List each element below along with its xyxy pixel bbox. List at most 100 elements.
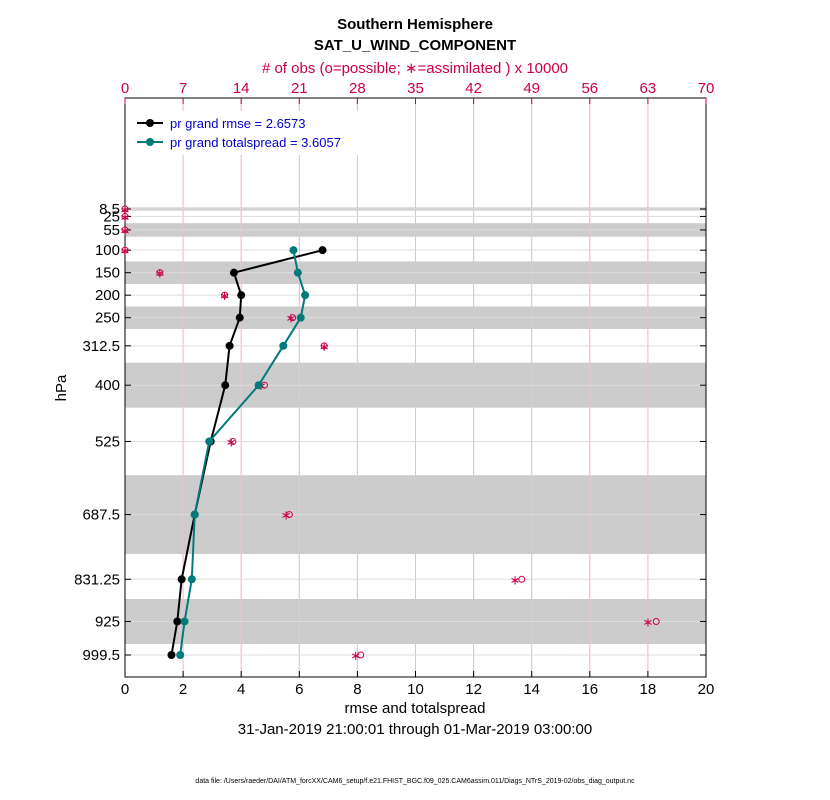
series-0-point-999.5 (167, 651, 176, 659)
series-0-point-150 (229, 268, 238, 277)
top-tick-label-35: 35 (407, 80, 424, 97)
series-1-point-100 (289, 246, 298, 255)
y-tick-label-8.5: 8.5 (99, 201, 120, 218)
top-tick-label-63: 63 (640, 80, 657, 97)
y-tick-label-25: 25 (103, 208, 120, 225)
obs-assimilated-150: ∗ (154, 266, 165, 281)
obs-possible-831.25 (518, 575, 526, 583)
obs-assimilated-8.5: ∗ (120, 202, 131, 217)
y-axis-label: hPa (53, 374, 70, 401)
top-tick-label-0: 0 (121, 80, 129, 97)
bottom-tick-label-0: 0 (121, 681, 129, 698)
y-tick-label-525: 525 (95, 433, 120, 450)
bottom-tick-label-14: 14 (523, 681, 540, 698)
y-tick-label-150: 150 (95, 265, 120, 282)
series-1-point-400 (254, 381, 263, 390)
obs-possible-25 (121, 212, 129, 220)
top-tick-label-42: 42 (465, 80, 482, 97)
series-0-point-100 (318, 246, 327, 255)
obs-assimilated-312.5: ∗ (319, 339, 330, 354)
legend-label-0: pr grand rmse = 2.6573 (170, 116, 306, 131)
bottom-tick-label-4: 4 (237, 681, 245, 698)
series-1-point-250 (296, 313, 305, 322)
top-axis-ticks: 0 7 14 21 28 35 42 49 56 63 70 (121, 80, 715, 104)
series-1-point-925 (180, 617, 189, 626)
series-0-point-925 (173, 617, 182, 626)
legend-marker-1 (146, 138, 154, 146)
obs-possible-925 (652, 617, 660, 625)
obs-assimilated-525: ∗ (226, 434, 237, 449)
bottom-tick-label-10: 10 (407, 681, 424, 698)
obs-assimilated-831.25: ∗ (510, 572, 521, 587)
obs-possible-250 (289, 314, 297, 322)
series-1-point-312.5 (279, 341, 288, 350)
y-tick-label-831.25: 831.25 (74, 571, 120, 588)
y-tick-label-100: 100 (95, 242, 120, 259)
bottom-tick-label-6: 6 (295, 681, 303, 698)
series-0-point-312.5 (225, 341, 234, 350)
series-layer (167, 246, 327, 659)
chart-title: Southern Hemisphere (337, 16, 493, 33)
obs-possible-55 (121, 226, 129, 234)
obs-assimilated-687.5: ∗ (281, 508, 292, 523)
legend: pr grand rmse = 2.6573 pr grand totalspre… (131, 111, 366, 155)
bottom-tick-label-2: 2 (179, 681, 187, 698)
obs-possible-999.5 (357, 651, 365, 659)
series-1-point-831.25 (187, 575, 196, 584)
x-axis-label: rmse and totalspread (345, 700, 486, 717)
top-tick-label-21: 21 (291, 80, 308, 97)
obs-assimilated-925: ∗ (642, 614, 653, 629)
series-0-point-831.25 (177, 575, 186, 584)
obs-assimilated-999.5: ∗ (350, 648, 361, 663)
legend-label-1: pr grand totalspread = 3.6057 (170, 135, 341, 150)
y-tick-label-400: 400 (95, 377, 120, 394)
series-0-point-250 (235, 313, 244, 322)
top-tick-label-70: 70 (698, 80, 715, 97)
top-tick-label-28: 28 (349, 80, 366, 97)
y-tick-label-312.5: 312.5 (82, 338, 120, 355)
obs-assimilated-250: ∗ (286, 311, 297, 326)
obs-possible-687.5 (285, 511, 293, 519)
bottom-tick-label-16: 16 (581, 681, 598, 698)
series-0-point-400 (221, 381, 230, 390)
series-1-point-150 (293, 268, 302, 277)
y-tick-label-55: 55 (103, 222, 120, 239)
obs-possible-525 (229, 437, 237, 445)
obs-possible-200 (221, 291, 229, 299)
obs-assimilated-55: ∗ (120, 223, 131, 238)
obs-assimilated-100: ∗ (120, 243, 131, 258)
top-axis-label: # of obs (o=possible; ∗=assimilated ) x … (262, 60, 568, 77)
bottom-tick-label-8: 8 (353, 681, 361, 698)
obs-possible-100 (121, 246, 129, 254)
legend-box (131, 111, 366, 155)
bottom-axis-ticks: 0 2 4 6 8 10 12 14 16 18 20 (121, 671, 715, 698)
bottom-tick-label-18: 18 (640, 681, 657, 698)
grid-lines (125, 98, 706, 677)
date-range: 31-Jan-2019 21:00:01 through 01-Mar-2019… (238, 721, 592, 738)
top-tick-label-7: 7 (179, 80, 187, 97)
series-1-point-687.5 (190, 510, 199, 519)
obs-possible-150 (156, 269, 164, 277)
top-tick-label-56: 56 (581, 80, 598, 97)
series-1-point-525 (205, 437, 214, 446)
bottom-tick-label-20: 20 (698, 681, 715, 698)
y-tick-label-687.5: 687.5 (82, 507, 120, 524)
top-tick-label-14: 14 (233, 80, 250, 97)
chart-subtitle: SAT_U_WIND_COMPONENT (314, 37, 516, 54)
legend-marker-0 (146, 119, 154, 127)
y-tick-label-925: 925 (95, 613, 120, 630)
series-1-point-200 (301, 291, 310, 300)
data-file-footer: data file: /Users/raeder/DAI/ATM_forcXX/… (195, 778, 635, 785)
y-tick-label-200: 200 (95, 287, 120, 304)
series-0-point-200 (237, 291, 246, 300)
bottom-tick-label-12: 12 (465, 681, 482, 698)
y-tick-label-250: 250 (95, 310, 120, 327)
y-tick-label-999.5: 999.5 (82, 647, 120, 664)
obs-assimilated-200: ∗ (219, 288, 230, 303)
series-1-point-999.5 (176, 651, 185, 659)
obs-assimilated-25: ∗ (120, 209, 131, 224)
obs-possible-8.5 (121, 205, 129, 213)
obs-possible-312.5 (320, 342, 328, 350)
